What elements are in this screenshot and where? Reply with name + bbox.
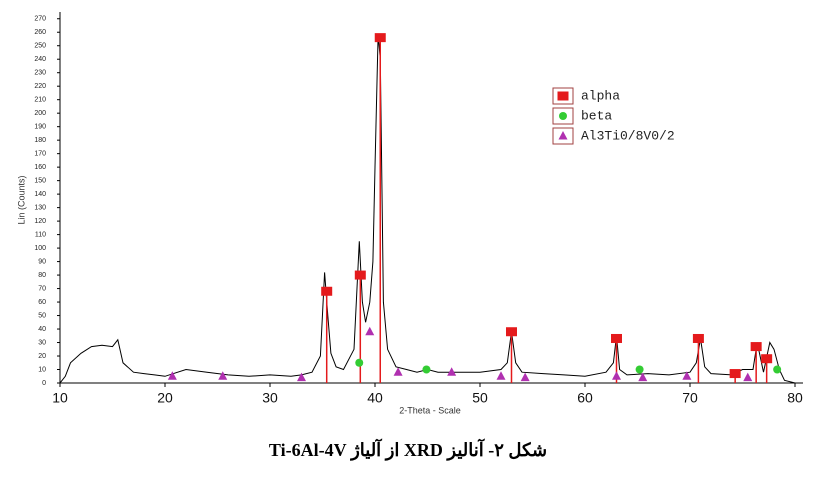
legend-label: alpha (581, 88, 620, 103)
peak-marker (218, 371, 228, 380)
legend-label: Al3Ti0/8V0/2 (581, 128, 675, 143)
peak-marker (297, 372, 306, 382)
y-tick-label: 90 (38, 258, 46, 265)
x-tick-label: 80 (787, 390, 803, 406)
legend-marker (559, 112, 567, 120)
x-tick-label: 30 (262, 390, 278, 406)
peak-marker (743, 372, 753, 382)
y-tick-label: 50 (38, 312, 46, 319)
y-tick-label: 0 (42, 380, 46, 387)
y-tick-label: 30 (38, 339, 46, 346)
peak-marker (496, 371, 506, 380)
peak-marker (374, 33, 386, 43)
peak-marker (506, 327, 517, 337)
legend-box (552, 107, 574, 125)
y-tick-label: 170 (34, 150, 46, 157)
y-tick-label: 160 (34, 164, 46, 171)
y-tick-label: 130 (34, 204, 46, 211)
peak-marker (611, 333, 622, 343)
y-axis-label: Lin (Counts) (16, 175, 26, 224)
xrd-pattern (59, 34, 796, 384)
peak-marker (682, 371, 692, 380)
peak-marker (355, 358, 364, 367)
y-tick-label: 250 (34, 43, 46, 50)
peak-marker (393, 367, 403, 376)
peak-marker (365, 326, 375, 336)
y-tick-label: 120 (34, 218, 46, 225)
legend-label: beta (581, 108, 612, 123)
y-tick-label: 40 (38, 326, 46, 333)
peak-marker (761, 354, 773, 364)
y-tick-label: 150 (34, 177, 46, 184)
y-tick-label: 190 (34, 124, 46, 131)
legend-box (552, 127, 574, 145)
peak-marker (635, 365, 644, 374)
y-tick-label: 260 (34, 29, 46, 36)
peak-marker (447, 367, 457, 376)
x-tick-label: 60 (577, 390, 593, 406)
peak-marker (750, 342, 762, 352)
y-tick-label: 60 (38, 299, 46, 306)
peak-marker (638, 372, 648, 382)
legend-box (552, 87, 574, 105)
caption: شکل ۲- آنالیز XRD از آلیاژ Ti-6Al-4V (268, 440, 548, 460)
y-tick-label: 100 (34, 245, 46, 252)
y-tick-label: 80 (38, 272, 46, 279)
peak-marker (692, 333, 704, 343)
y-tick-label: 240 (34, 56, 46, 63)
y-tick-label: 180 (34, 137, 46, 144)
x-tick-label: 50 (472, 390, 488, 406)
peak-marker (773, 365, 782, 374)
y-tick-label: 230 (34, 70, 46, 77)
y-tick-label: 220 (34, 83, 46, 90)
y-tick-label: 200 (34, 110, 46, 117)
peak-marker (354, 270, 366, 280)
x-tick-label: 10 (52, 390, 68, 406)
peak-marker (167, 371, 177, 380)
peak-marker (422, 365, 431, 374)
x-axis-label: 2-Theta - Scale (399, 405, 461, 415)
chart: 2-Theta - Scale Lin (Counts) 0 10 20 30 40 50… (16, 12, 803, 415)
legend-marker (557, 91, 569, 101)
y-tick-label: 110 (35, 231, 46, 238)
y-tick-label: 70 (38, 285, 46, 292)
peak-marker (612, 371, 621, 380)
x-tick-label: 20 (157, 390, 173, 406)
y-tick-label: 270 (34, 16, 46, 23)
y-tick-label: 10 (38, 366, 46, 373)
peak-marker (321, 286, 333, 296)
y-tick-label: 210 (34, 97, 46, 104)
x-tick-label: 70 (682, 390, 698, 406)
x-tick-label: 40 (367, 390, 383, 406)
legend-marker (558, 131, 568, 140)
peak-marker (729, 369, 741, 379)
peak-marker (520, 372, 530, 382)
y-tick-label: 140 (34, 191, 46, 198)
y-tick-label: 20 (38, 353, 46, 360)
